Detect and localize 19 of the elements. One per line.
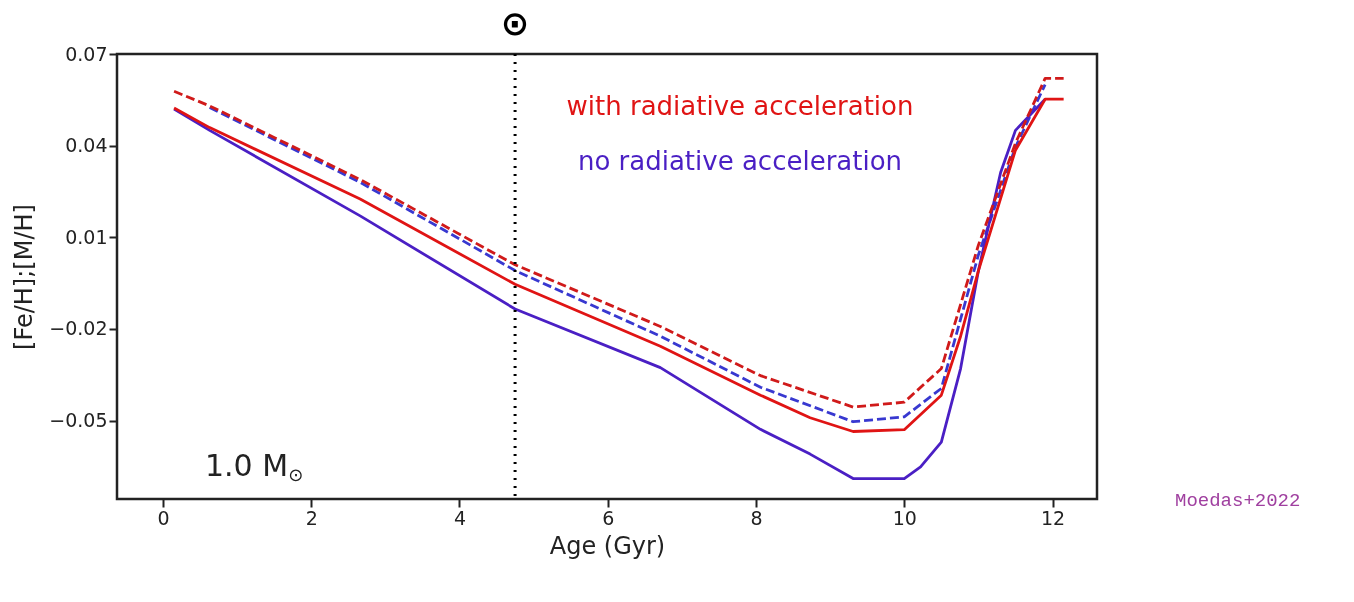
x-tick-label: 12: [1040, 506, 1066, 529]
x-tick-label: 4: [453, 506, 467, 529]
y-tick-label: −0.02: [49, 317, 108, 340]
text: no radiative acceleration: [577, 146, 903, 176]
x-tick-label: 8: [750, 506, 763, 529]
x-tick-label: 0: [157, 506, 170, 529]
x-axis-title: Age (Gyr): [549, 531, 666, 560]
y-tick-label: 0.01: [65, 225, 108, 248]
y-tick-label: 0.04: [65, 134, 108, 157]
y-axis-title: [Fe/H];[M/H]: [10, 204, 39, 350]
y-tick-label: −0.05: [49, 409, 108, 432]
x-tick-label: 2: [305, 506, 318, 529]
text: Moedas+2022: [1175, 490, 1301, 512]
x-tick-label: 6: [602, 506, 615, 529]
text: with radiative acceleration: [566, 91, 914, 121]
annotation: 1.0 M$_{⊙}$: [205, 448, 304, 486]
y-tick-label: 0.07: [65, 42, 108, 65]
ref-line-label: ⊙: [500, 3, 530, 43]
x-tick-label: 10: [892, 506, 917, 529]
